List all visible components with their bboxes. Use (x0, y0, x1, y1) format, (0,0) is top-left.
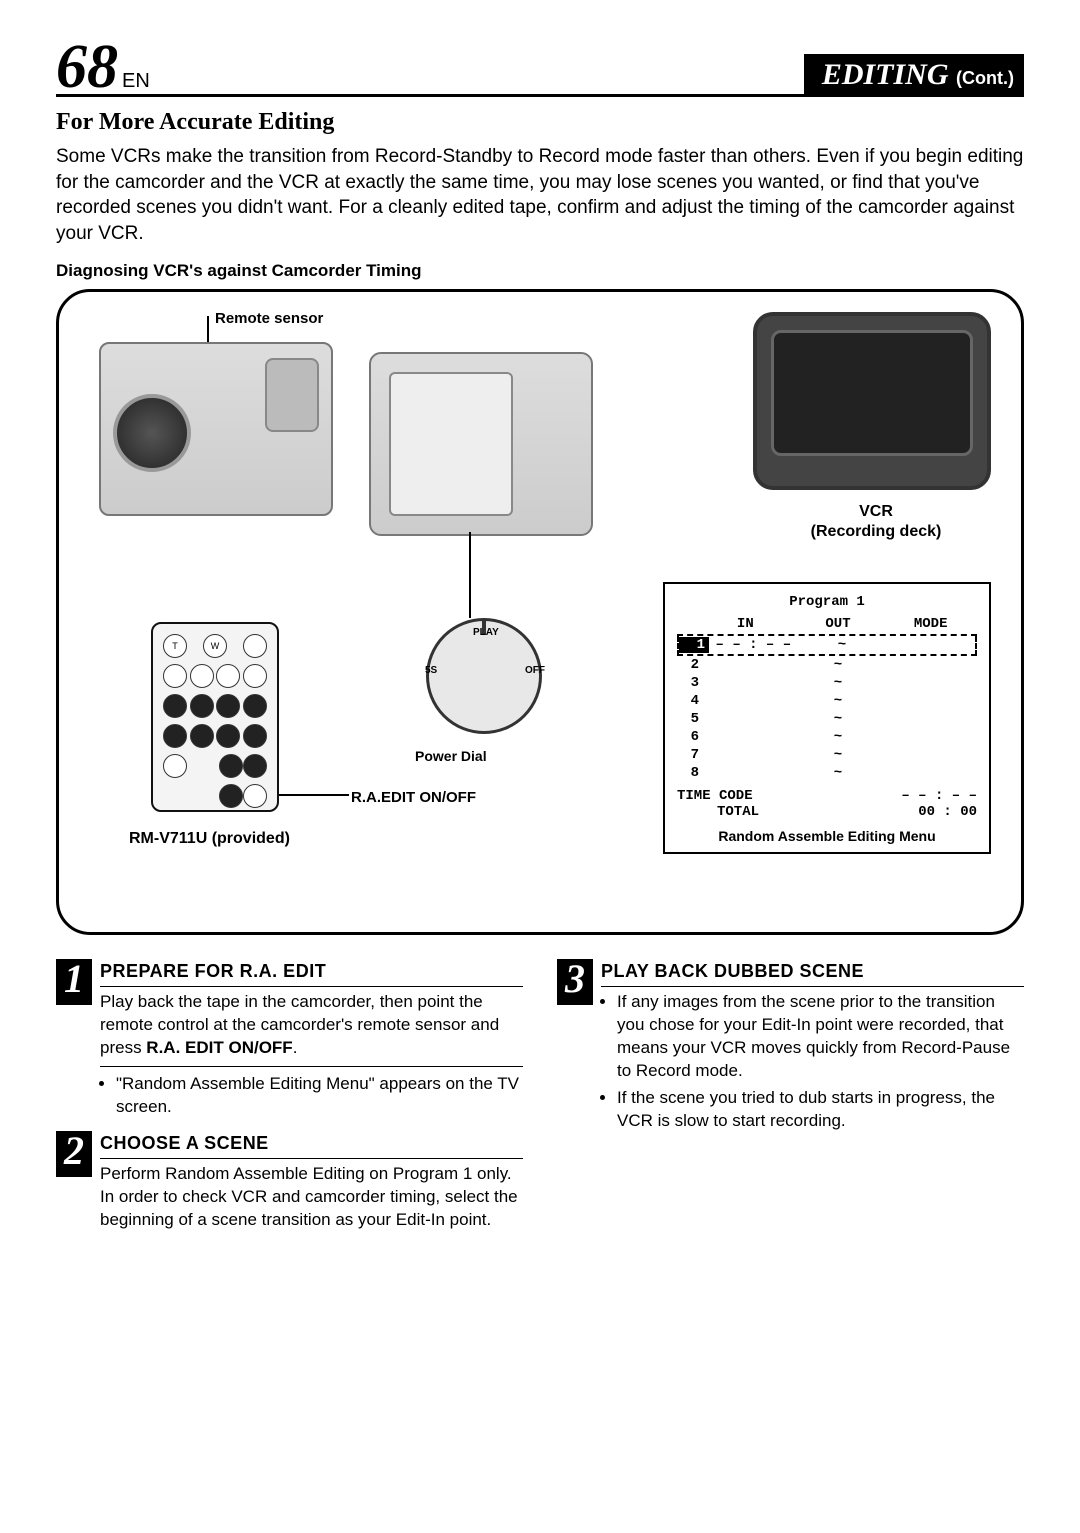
section-title: For More Accurate Editing (56, 109, 1024, 136)
step-3-title: PLAY BACK DUBBED SCENE (601, 959, 1024, 987)
menu-col-out: OUT (792, 616, 885, 632)
timecode-value: – – : – – (901, 788, 977, 804)
step-3: 3 PLAY BACK DUBBED SCENE If any images f… (557, 959, 1024, 1137)
power-dial-illustration: PLAY OFF 5S (409, 608, 559, 758)
menu-col-mode: MODE (884, 616, 977, 632)
remote-btn-t: T (163, 634, 187, 658)
menu-row-6: 6~ (677, 728, 977, 746)
header-right: EDITING (Cont.) (804, 54, 1024, 94)
remote-btn (243, 754, 267, 778)
diagram-frame: Remote sensor VCR (Recording deck) PLAY O… (56, 289, 1024, 935)
remote-sensor-label: Remote sensor (215, 310, 323, 327)
menu-row-3: 3~ (677, 674, 977, 692)
remote-btn (163, 664, 187, 688)
remote-btn (190, 664, 214, 688)
steps-columns: 1 PREPARE FOR R.A. EDIT Play back the ta… (56, 959, 1024, 1240)
step-1-number: 1 (56, 959, 92, 1005)
vcr-label-line1: VCR (859, 503, 893, 520)
raedit-onoff-label: R.A.EDIT ON/OFF (351, 789, 476, 806)
page-header: 68EN EDITING (Cont.) (56, 40, 1024, 97)
camcorder-front-illustration (99, 342, 333, 516)
remote-btn (190, 724, 214, 748)
total-value: 00 : 00 (918, 804, 977, 820)
menu-row1-in: – – : – – (709, 637, 798, 653)
menu-row-4: 4~ (677, 692, 977, 710)
menu-row-2: 2~ (677, 656, 977, 674)
step-3-number: 3 (557, 959, 593, 1005)
step-2-number: 2 (56, 1131, 92, 1177)
ra-edit-menu-box: Program 1 IN OUT MODE 1– – : – –~ 2~ 3~ … (663, 582, 991, 854)
step-1-emph: R.A. EDIT ON/OFF (146, 1038, 292, 1057)
remote-btn (219, 754, 243, 778)
menu-row-7: 7~ (677, 746, 977, 764)
step-2-text: Perform Random Assemble Editing on Progr… (100, 1164, 518, 1229)
remote-btn (216, 664, 240, 688)
remote-btn-w: W (203, 634, 227, 658)
remote-btn (216, 694, 240, 718)
remote-btn (243, 784, 267, 808)
remote-btn (163, 724, 187, 748)
camcorder-side-illustration (369, 352, 593, 536)
remote-control-illustration: TW (151, 622, 279, 812)
header-cont: (Cont.) (956, 68, 1014, 88)
dial-mark-5s: 5S (425, 665, 437, 676)
page-number: 68 (56, 40, 118, 94)
steps-left-column: 1 PREPARE FOR R.A. EDIT Play back the ta… (56, 959, 523, 1240)
menu-row-1: 1– – : – –~ (677, 636, 977, 656)
dial-mark-off: OFF (525, 665, 545, 676)
raedit-leader (279, 794, 349, 796)
menu-program-title: Program 1 (677, 594, 977, 610)
step-1: 1 PREPARE FOR R.A. EDIT Play back the ta… (56, 959, 523, 1123)
remote-btn (163, 694, 187, 718)
remote-btn (216, 724, 240, 748)
step-1-title: PREPARE FOR R.A. EDIT (100, 959, 523, 987)
tv-illustration (753, 312, 991, 490)
menu-name-label: Random Assemble Editing Menu (677, 828, 977, 844)
menu-column-headers: IN OUT MODE (677, 614, 977, 636)
remote-btn (243, 724, 267, 748)
remote-btn (190, 694, 214, 718)
total-label: TOTAL (677, 804, 918, 820)
step-1-text-c: . (293, 1038, 298, 1057)
remote-btn-raedit (219, 784, 243, 808)
cam-to-dial-leader (469, 532, 471, 618)
remote-btn (163, 754, 187, 778)
menu-row-5: 5~ (677, 710, 977, 728)
intro-paragraph: Some VCRs make the transition from Recor… (56, 144, 1024, 247)
steps-right-column: 3 PLAY BACK DUBBED SCENE If any images f… (557, 959, 1024, 1240)
remote-model-label: RM-V711U (provided) (129, 830, 290, 848)
step-2-title: CHOOSE A SCENE (100, 1131, 523, 1159)
step-1-bullet: "Random Assemble Editing Menu" appears o… (116, 1073, 523, 1119)
remote-btn (243, 634, 267, 658)
step-3-bullet-1: If any images from the scene prior to th… (617, 991, 1024, 1083)
diagnosis-subhead: Diagnosing VCR's against Camcorder Timin… (56, 261, 1024, 281)
timecode-label: TIME CODE (677, 788, 901, 804)
step-3-bullet-2: If the scene you tried to dub starts in … (617, 1087, 1024, 1133)
vcr-label-line2: (Recording deck) (811, 523, 942, 540)
remote-btn (243, 664, 267, 688)
step-2: 2 CHOOSE A SCENE Perform Random Assemble… (56, 1131, 523, 1232)
header-editing: EDITING (822, 58, 949, 91)
menu-row-8: 8~ (677, 764, 977, 782)
dial-mark-play: PLAY (473, 627, 499, 638)
vcr-label: VCR (Recording deck) (761, 502, 991, 542)
lang-code: EN (122, 70, 150, 92)
menu-col-in: IN (699, 616, 792, 632)
power-dial-label: Power Dial (415, 748, 487, 764)
remote-btn (243, 694, 267, 718)
